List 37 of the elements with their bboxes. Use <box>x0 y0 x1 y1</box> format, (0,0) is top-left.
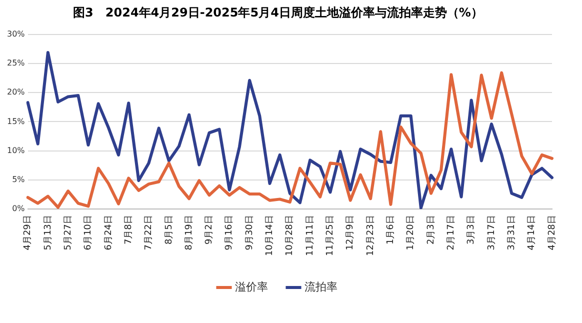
x-tick-label: 12月23日 <box>366 215 376 256</box>
x-tick-label: 7月22日 <box>144 215 154 250</box>
x-tick-label: 1月20日 <box>406 215 416 250</box>
x-tick-label: 7月8日 <box>124 215 134 245</box>
chart-title: 图3 2024年4月29日-2025年5月4日周度土地溢价率与流拍率走势（%） <box>73 5 483 20</box>
y-tick-label: 10% <box>7 146 26 155</box>
y-tick-label: 0% <box>12 204 26 214</box>
x-tick-label: 1月6日 <box>386 215 396 245</box>
y-tick-label: 30% <box>7 29 26 38</box>
x-tick-label: 6月24日 <box>104 215 114 250</box>
x-tick-label: 11月11日 <box>305 215 316 256</box>
x-tick-label: 4月28日 <box>547 215 558 250</box>
x-tick-label: 4月14日 <box>527 215 538 250</box>
x-tick-label: 9月16日 <box>224 215 235 250</box>
x-tick-label: 8月19日 <box>184 215 194 250</box>
x-tick-label: 5月27日 <box>63 215 74 250</box>
x-tick-label: 2月17日 <box>446 215 457 250</box>
x-tick-label: 4月29日 <box>23 215 34 250</box>
legend-label: 流拍率 <box>304 280 338 294</box>
y-tick-label: 25% <box>7 58 26 68</box>
y-tick-label: 20% <box>7 88 26 97</box>
legend-label: 溢价率 <box>235 280 268 294</box>
x-tick-label: 3月3日 <box>466 215 477 245</box>
x-tick-label: 8月5日 <box>164 215 174 245</box>
x-tick-label: 10月28日 <box>285 215 296 256</box>
x-tick-label: 11月25日 <box>326 215 336 256</box>
x-tick-label: 2月3日 <box>426 215 436 245</box>
x-tick-label: 9月30日 <box>244 215 255 250</box>
y-tick-label: 15% <box>7 116 26 126</box>
x-tick-label: 5月13日 <box>43 215 54 250</box>
x-tick-label: 12月9日 <box>346 215 356 250</box>
x-tick-label: 10月14日 <box>265 215 276 256</box>
x-tick-label: 3月17日 <box>486 215 497 250</box>
x-tick-label: 9月2日 <box>204 215 215 245</box>
y-tick-label: 5% <box>12 175 26 184</box>
x-tick-label: 3月31日 <box>507 215 518 250</box>
x-tick-label: 6月10日 <box>84 215 94 250</box>
